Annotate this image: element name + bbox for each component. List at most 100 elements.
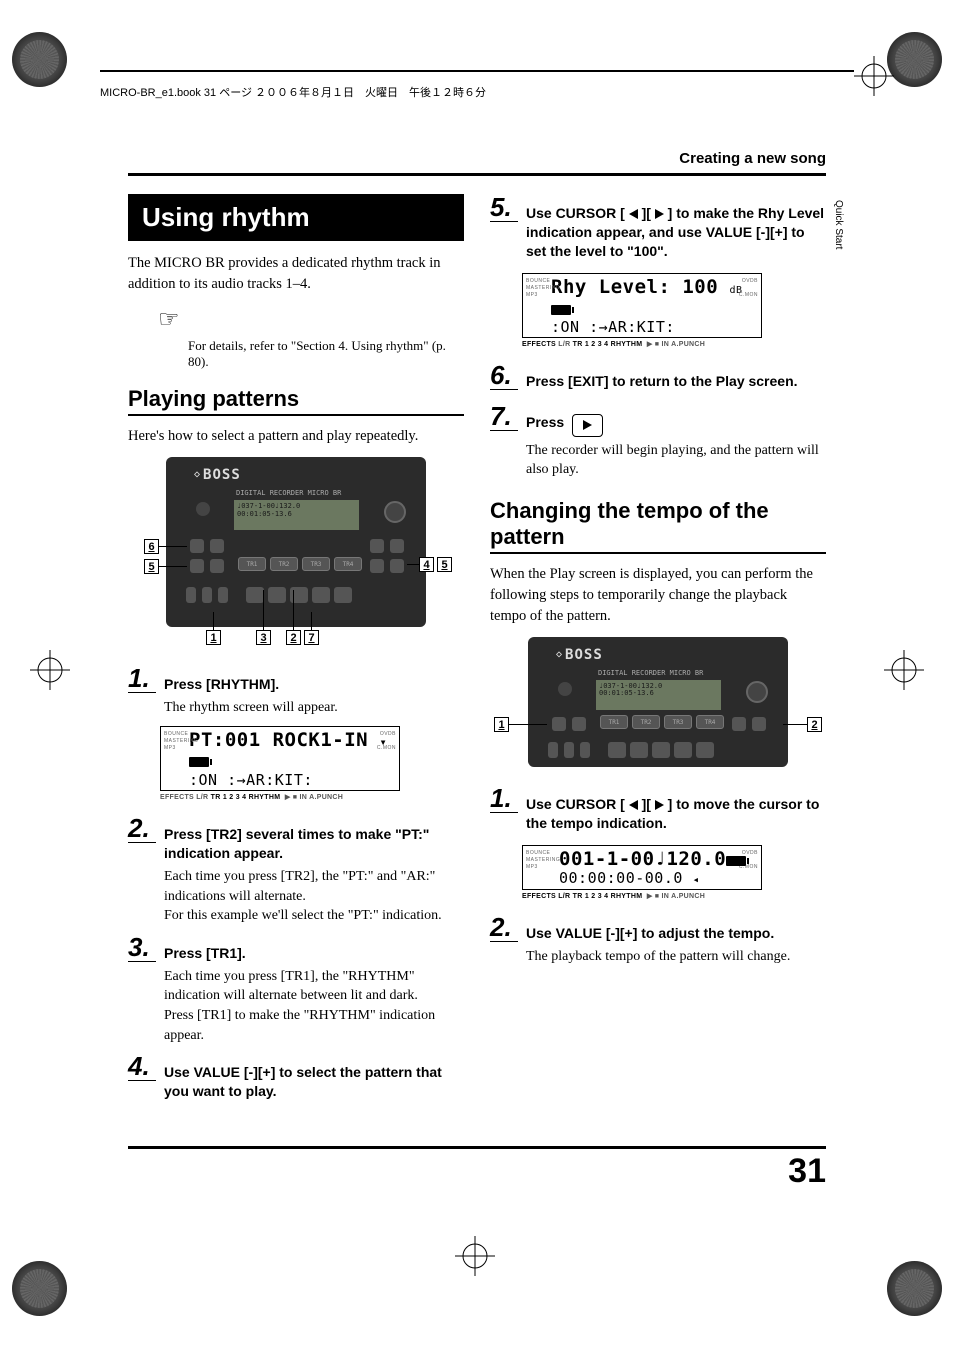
h1-using-rhythm: Using rhythm [128,194,464,241]
step-number: 1. [490,785,518,813]
device-effects [186,587,196,603]
device-tr2: TR2 [270,557,298,571]
device-rec [674,742,692,758]
section-title: Creating a new song [128,150,826,167]
battery-icon [726,856,746,866]
step-head: Use VALUE [-][+] to select the pattern t… [164,1063,464,1101]
device-rhythm [202,587,212,603]
cursor-left-icon [629,209,638,219]
callout-line [311,612,312,630]
lcd-legend: EFFECTS EFFECTS L/RL/R TR 1 2 3 4 RHYTHM… [522,338,762,348]
device-plus-btn [752,717,766,731]
lcd-legend: EFFECTS L/R TR 1 2 3 4 RHYTHM ▶ ■ IN A.P… [160,791,400,801]
reg-mark-bottom [455,1236,495,1276]
device-tr4: TR4 [696,715,724,729]
callout-7: 7 [304,630,319,645]
step-head: Press [TR1]. [164,944,464,963]
step-number: 2. [128,815,156,843]
step-head: Press [RHYTHM]. [164,675,464,694]
bottom-rule [128,1146,826,1149]
device-ff [334,587,352,603]
h2-changing-tempo: Changing the tempo of the pattern [490,498,826,554]
h2-intro: Here's how to select a pattern and play … [128,426,464,447]
step-head: Use VALUE [-][+] to adjust the tempo. [526,924,826,943]
step-number: 6. [490,362,518,390]
device-tr1: TR1 [238,557,266,571]
ref-text: For details, refer to "Section 4. Using … [188,338,464,370]
device-ff [696,742,714,758]
device-rhythm [564,742,574,758]
device-rew [246,587,264,603]
device-mp3 [218,587,228,603]
callout-line [213,612,214,630]
callout-2: 2 [286,630,301,645]
lcd-line2: :ON :→AR:KIT: [167,772,393,789]
step-7: 7. Press The recorder will begin playing… [490,403,826,479]
device-cursor-l [552,717,566,731]
callout-2: 2 [807,717,822,732]
step-text: Each time you press [TR1], the "RHYTHM" … [164,967,464,1045]
callout-line [293,590,294,630]
step-3: 3. Press [TR1]. Each time you press [TR1… [128,934,464,1045]
step-head: Press [TR2] several times to make "PT:" … [164,825,464,863]
corner-decor-br [887,1261,942,1316]
lcd-line2: 00:00:00-00.0 ◂ [529,870,755,887]
callout-6: 6 [144,539,159,554]
reg-mark-top [854,56,894,96]
h2-playing-patterns: Playing patterns [128,386,464,416]
title-rule [128,173,826,176]
callout-line [159,546,187,547]
corner-decor-bl [12,1261,67,1316]
step-number: 4. [128,1053,156,1081]
lcd-line1: PT:001 ROCK1-IN [189,729,368,751]
device-mic-knob [746,681,768,703]
cursor-right-icon [655,800,664,810]
step-number: 3. [128,934,156,962]
lcd-legend: EFFECTS L/R TR 1 2 3 4 RHYTHM ▶ ■ IN A.P… [522,890,762,900]
reg-mark-left [30,650,70,690]
step-4: 4. Use VALUE [-][+] to select the patter… [128,1053,464,1105]
step-6: 6. Press [EXIT] to return to the Play sc… [490,362,826,395]
device-effects [548,742,558,758]
play-button-icon [572,414,603,436]
device-utility-btn [210,539,224,553]
device-tr3: TR3 [664,715,692,729]
device-cursor-l [190,559,204,573]
cursor-right-icon [655,209,664,219]
device-tr4: TR4 [334,557,362,571]
lcd-shot-1: BOUNCEMASTERINGMP3 OVDBC.MON PT:001 ROCK… [160,726,400,802]
device-rec [312,587,330,603]
device-minus-btn [732,717,746,731]
step-number: 1. [128,665,156,693]
device-cursor-r [572,717,586,731]
step-1: 1. Press [RHYTHM]. The rhythm screen wil… [128,665,464,717]
step-number: 2. [490,914,518,942]
callout-5: 5 [144,559,159,574]
battery-icon [189,757,209,767]
device-subtitle: DIGITAL RECORDER MICRO BR [236,489,341,497]
step-d2: 2. Use VALUE [-][+] to adjust the tempo.… [490,914,826,966]
corner-decor-tr [887,32,942,87]
device-exit-btn [190,539,204,553]
step-text: The playback tempo of the pattern will c… [526,947,826,967]
device-figure: ◇BOSS DIGITAL RECORDER MICRO BR ♩037-1-0… [146,457,446,627]
device-subtitle: DIGITAL RECORDER MICRO BR [598,669,703,677]
pointing-hand-icon: ☞ [158,305,464,334]
device-tr2: TR2 [632,715,660,729]
callout-line [509,724,547,725]
device-lcd: ♩037-1-00♩132.0 00:01:05-13.6 [234,500,359,530]
device-cursor-r [210,559,224,573]
step-5: 5. Use CURSOR [ ][ ] to make the Rhy Lev… [490,194,826,265]
lcd-shot-3: BOUNCEMASTERINGMP3 OVDBC.MON 001-1-00♩12… [522,845,762,900]
device-body: ◇BOSS DIGITAL RECORDER MICRO BR ♩037-1-0… [166,457,426,627]
device-aux-btn [370,539,384,553]
device-tr1: TR1 [600,715,628,729]
device-input-btn [390,539,404,553]
device-brand: ◇BOSS [194,467,241,483]
lcd-side-labels: OVDBC.MON [377,731,396,752]
header-line: MICRO-BR_e1.book 31 ページ ２００６年８月１日 火曜日 午後… [100,84,854,100]
device-power-led [196,502,210,516]
step-head: Use CURSOR [ ][ ] to make the Rhy Level … [526,204,826,261]
cursor-left-icon [629,800,638,810]
battery-icon [551,305,571,315]
